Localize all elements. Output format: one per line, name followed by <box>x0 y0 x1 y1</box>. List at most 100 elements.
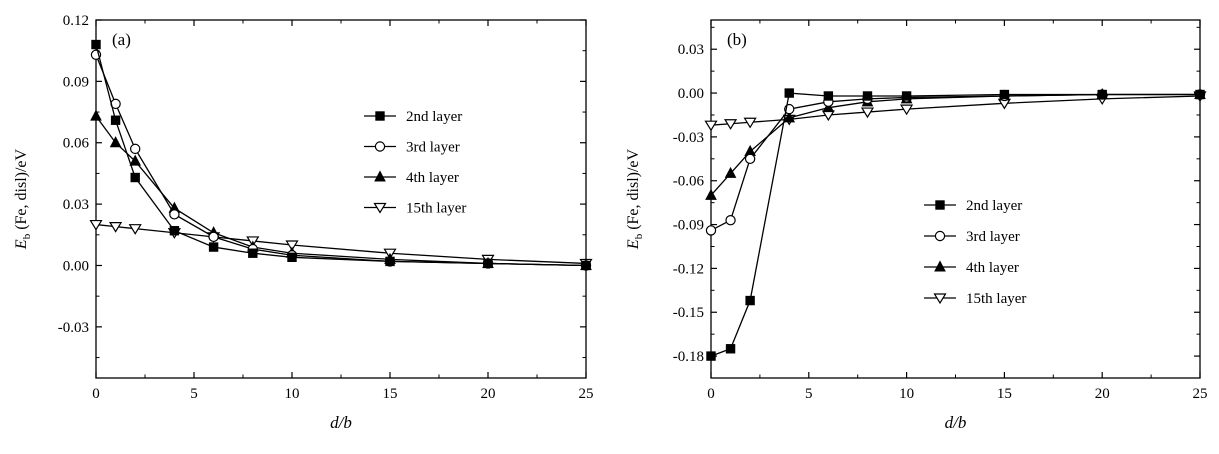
y-tick-label: -0.03 <box>58 320 89 336</box>
data-point <box>725 214 736 226</box>
x-tick-label: 10 <box>899 386 914 402</box>
legend-label: 3rd layer <box>966 229 1020 245</box>
legend-label: 4th layer <box>966 260 1019 276</box>
series-line <box>710 92 1200 357</box>
x-tick-label: 15 <box>383 386 398 402</box>
series-line <box>710 93 1200 231</box>
data-point <box>483 258 493 269</box>
legend-label: 15th layer <box>406 201 466 217</box>
data-point <box>287 252 297 263</box>
y-axis-label: Eb (Fe, disl)/eV <box>13 148 33 250</box>
series-line <box>95 54 587 267</box>
data-point <box>743 117 757 129</box>
x-tick-label: 10 <box>285 386 300 402</box>
data-point <box>705 225 717 236</box>
x-tick-label: 5 <box>805 386 813 402</box>
data-point <box>1195 89 1205 100</box>
data-point <box>285 240 299 252</box>
data-point <box>129 154 142 166</box>
legend-marker <box>933 293 947 305</box>
y-tick-label: -0.03 <box>673 130 704 146</box>
legend-marker <box>935 200 945 210</box>
data-point <box>169 226 180 236</box>
panel-b: 0 5 10 15 20 25 -0.18 -0.15 -0.12 -0.09 -0.06 -0.03… <box>625 19 1208 432</box>
plot-frame <box>710 19 1201 379</box>
y-tick-label: -0.18 <box>673 349 704 365</box>
y-axis-label-text: (Fe, disl)/eV <box>625 148 642 233</box>
data-point <box>169 209 180 220</box>
x-axis-label: d/b <box>330 413 352 432</box>
legend-marker <box>373 202 387 214</box>
x-ticks: 0 5 10 15 20 25 <box>92 20 594 402</box>
y-axis-label-text: (Fe, disl)/eV <box>13 148 30 233</box>
legend-marker <box>375 111 385 121</box>
y-axis-label-symbol: E <box>625 239 642 250</box>
data-point <box>724 166 737 178</box>
panel-a: 0 5 10 15 20 25 -0.03 0.00 0.03 0.06 0.09 0.12 d/b Eb… <box>13 13 594 432</box>
data-point <box>862 91 873 101</box>
legend-item: 2nd layer <box>924 198 1022 214</box>
data-point <box>130 172 140 183</box>
x-ticks: 0 5 10 15 20 25 <box>707 20 1208 402</box>
series-group <box>89 39 593 271</box>
data-point <box>705 188 717 200</box>
y-tick-label: 0.03 <box>63 197 89 213</box>
y-tick-label: -0.09 <box>673 218 704 234</box>
y-tick-label: 0.00 <box>63 258 89 274</box>
y-tick-label: 0.00 <box>678 86 704 102</box>
data-point <box>725 344 736 354</box>
series-4th-layer <box>90 109 592 270</box>
legend-marker <box>374 170 386 182</box>
legend-item: 15th layer <box>364 201 466 217</box>
data-point <box>860 107 875 119</box>
y-tick-label: 0.06 <box>63 136 90 152</box>
y-tick-label: -0.12 <box>673 261 704 277</box>
data-point <box>248 248 258 258</box>
data-point <box>109 222 123 233</box>
legend-item: 3rd layer <box>924 229 1020 245</box>
y-tick-label: -0.06 <box>673 174 705 190</box>
legend-label: 3rd layer <box>406 140 460 156</box>
data-point <box>823 91 834 101</box>
data-point <box>744 153 756 165</box>
panel-label: (b) <box>727 30 747 49</box>
legend-item: 15th layer <box>924 291 1026 307</box>
data-point <box>745 295 755 306</box>
legend: 2nd layer 3rd layer 4th layer 15th layer <box>924 198 1026 307</box>
legend-marker <box>934 230 946 242</box>
data-point <box>901 91 912 101</box>
legend-label: 15th layer <box>966 291 1026 307</box>
data-point <box>109 136 122 148</box>
data-point <box>91 39 101 50</box>
data-point <box>128 224 142 235</box>
y-tick-label: -0.15 <box>673 305 704 321</box>
series-line <box>710 95 1201 126</box>
x-tick-label: 5 <box>190 386 198 402</box>
series-2nd-layer <box>91 39 591 271</box>
y-axis-label-symbol: E <box>13 239 30 250</box>
series-line <box>95 44 587 267</box>
legend-label: 4th layer <box>406 170 459 186</box>
data-point <box>723 119 738 130</box>
data-point <box>706 351 716 361</box>
data-point <box>999 89 1010 100</box>
legend-item: 3rd layer <box>364 140 460 156</box>
y-axis-label-subscript: b <box>21 233 33 239</box>
panel-label: (a) <box>112 30 131 49</box>
data-point <box>784 88 794 98</box>
series-line <box>95 223 587 265</box>
y-ticks: -0.03 0.00 0.03 0.06 0.09 0.12 <box>58 13 586 359</box>
series-3rd-layer <box>90 49 592 271</box>
legend-label: 2nd layer <box>966 198 1022 214</box>
y-tick-label: 0.03 <box>678 42 704 58</box>
x-axis-label: d/b <box>945 413 967 432</box>
x-tick-label: 20 <box>481 386 496 402</box>
series-group <box>704 87 1207 361</box>
x-tick-label: 20 <box>1095 386 1110 402</box>
legend-item: 4th layer <box>924 260 1019 276</box>
y-tick-label: 0.09 <box>63 74 89 90</box>
series-15th-layer <box>89 219 593 270</box>
x-tick-label: 0 <box>92 386 100 402</box>
data-point <box>129 143 141 155</box>
